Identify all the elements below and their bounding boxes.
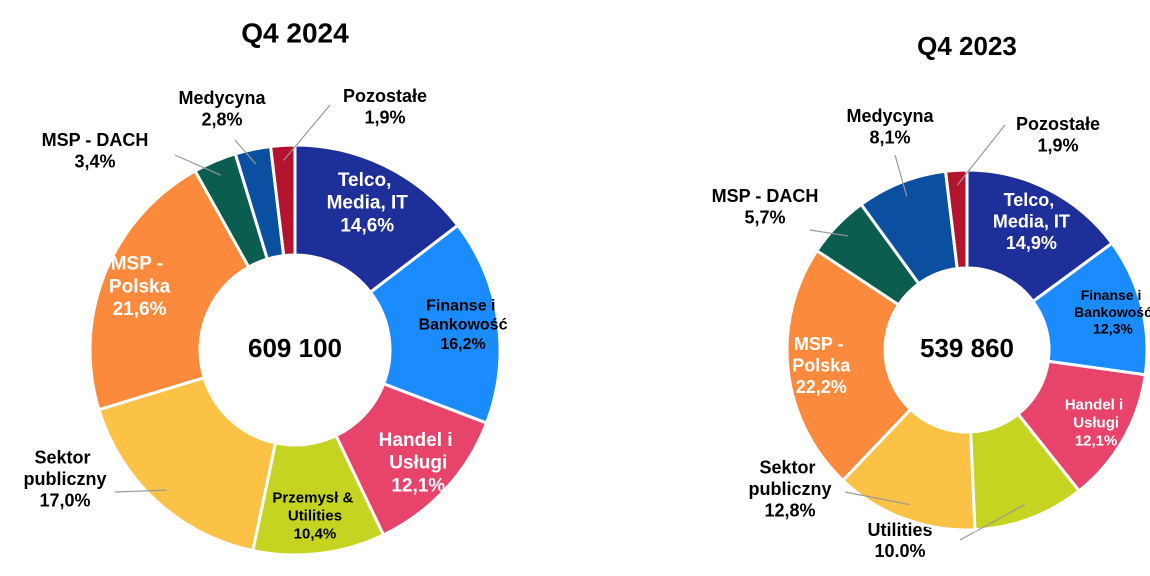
slice-value-label: 1,9% <box>364 108 405 128</box>
donut-slice <box>88 168 251 412</box>
slice-category-label: MSP - DACH <box>712 186 819 206</box>
slice-value-label: 5,7% <box>744 208 785 228</box>
slice-value-label: 12,1% <box>391 475 445 496</box>
slice-category-label: Telco, Media, IT <box>993 190 1070 232</box>
slice-category-label: Sektor publiczny <box>748 457 831 499</box>
leader-line <box>114 489 167 493</box>
slice-value-label: 2,8% <box>201 110 242 130</box>
leader-line <box>894 154 908 197</box>
donut-slice <box>268 143 297 258</box>
slice-category-label: MSP - Polska <box>109 254 171 298</box>
slice-value-label: 10,4% <box>294 525 337 542</box>
chart-title: Q4 2024 <box>241 17 349 48</box>
slice-value-label: 12,8% <box>764 500 815 520</box>
total-label: 539 860 <box>920 333 1014 363</box>
slice-value-label: 14,6% <box>340 215 394 236</box>
slice-category-label: Handel i Usługi <box>379 430 458 474</box>
leader-line <box>283 104 331 161</box>
slice-category-label: Finanse i Bankowość <box>1074 287 1150 320</box>
leader-line <box>809 229 848 237</box>
donut-slice <box>785 248 913 483</box>
donut-slice <box>368 223 502 426</box>
slice-value-label: 12,3% <box>1093 321 1133 337</box>
slice-category-label: Pozostałe <box>343 86 427 106</box>
leader-line <box>959 504 1026 541</box>
total-label: 609 100 <box>248 333 342 363</box>
slice-value-label: 22,2% <box>796 377 847 397</box>
leader-line <box>234 139 257 165</box>
slice-category-label: Przemysł & Utilities <box>272 489 357 524</box>
slice-value-label: 10.0% <box>874 541 925 561</box>
slice-category-label: Medycyna <box>178 88 266 108</box>
slice-value-label: 16,2% <box>440 336 485 353</box>
slice-category-label: Sektor publiczny <box>23 447 106 489</box>
slice-value-label: 3,4% <box>74 152 115 172</box>
leader-line <box>956 124 1006 186</box>
leader-line <box>174 154 221 176</box>
slice-category-label: MSP - Polska <box>792 334 851 376</box>
slice-value-label: 8,1% <box>869 128 910 148</box>
slice-category-label: Medycyna <box>846 106 934 126</box>
donut-slice <box>333 381 489 537</box>
slice-category-label: Finanse i Bankowość <box>419 298 508 334</box>
slice-value-label: 17,0% <box>39 490 90 510</box>
slice-category-label: Handel i Usługi <box>1065 397 1128 432</box>
slice-value-label: 1,9% <box>1037 136 1078 156</box>
chart-title: Q4 2023 <box>917 31 1017 61</box>
slice-category-label: Pozostałe <box>1016 114 1100 134</box>
donut-slice <box>943 168 969 271</box>
donut-slice <box>97 375 278 553</box>
slice-value-label: 12,1% <box>1075 433 1118 450</box>
leader-line <box>844 491 910 506</box>
slice-value-label: 21,6% <box>113 299 167 320</box>
slice-value-label: 14,9% <box>1006 233 1057 253</box>
slice-category-label: Telco, Media, IT <box>327 170 409 214</box>
slice-category-label: MSP - DACH <box>42 130 149 150</box>
